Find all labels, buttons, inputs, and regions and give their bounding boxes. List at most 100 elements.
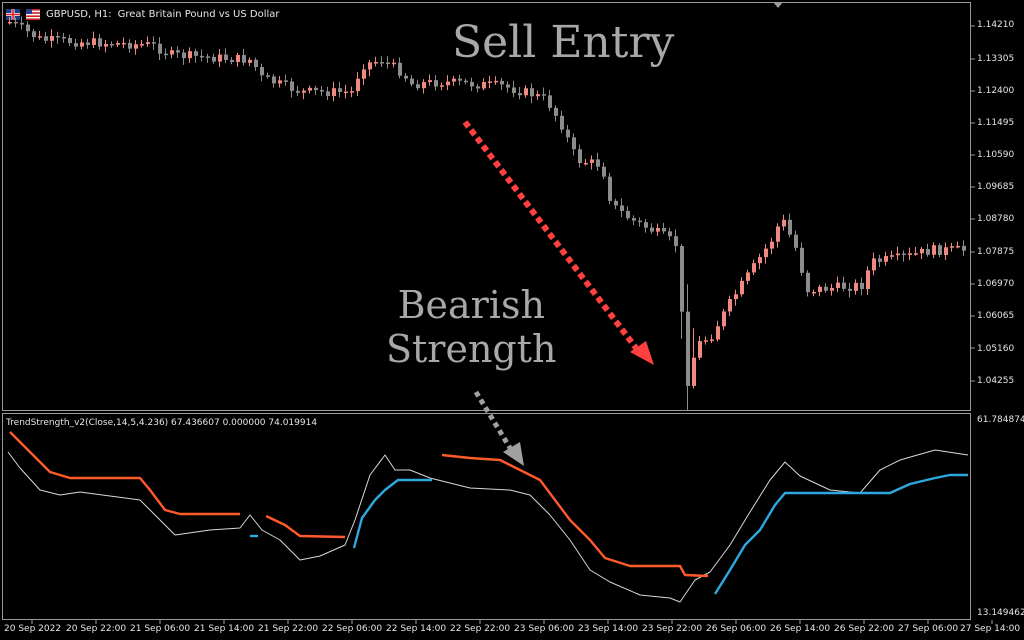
price-label: 1.09685 [977, 182, 1015, 192]
candle-body [446, 81, 450, 86]
candle-body [386, 62, 390, 65]
chart-header: GBPUSD, H1: Great Britain Pound vs US Do… [6, 6, 280, 22]
candle-body [578, 149, 582, 164]
candle-body [464, 80, 468, 83]
candle-body [644, 222, 648, 228]
candle-body [440, 85, 444, 87]
candle-body [764, 248, 768, 258]
candle-body [752, 263, 756, 273]
price-label: 1.12400 [977, 86, 1015, 96]
candle-body [824, 286, 828, 291]
candle-body [218, 54, 222, 62]
candle-body [260, 67, 264, 76]
candle-body [188, 51, 192, 59]
candle-body [374, 62, 378, 64]
candle-body [488, 81, 492, 83]
indicator-panel[interactable] [2, 413, 971, 620]
price-label: 1.08780 [977, 214, 1015, 224]
candle-body [98, 38, 102, 47]
candle-body [536, 94, 540, 97]
time-label: 23 Sep 14:00 [578, 624, 639, 634]
candle-body [182, 52, 186, 59]
bullish-strength-line [713, 473, 968, 595]
candle-body [92, 38, 96, 45]
candle-body [410, 78, 414, 85]
time-label: 22 Sep 14:00 [386, 624, 447, 634]
candle-body [602, 166, 606, 177]
time-label: 20 Sep 22:00 [66, 624, 127, 634]
candle-body [920, 249, 924, 254]
candle-body [350, 91, 354, 93]
indicator-scale-bottom: 13.149462 [977, 608, 1024, 618]
candle-body [872, 258, 876, 271]
candle-body [716, 326, 720, 340]
price-label: 1.10590 [977, 150, 1015, 160]
candle-body [26, 24, 30, 32]
candle-body [314, 87, 318, 91]
candle-body [416, 84, 420, 89]
candle-body [362, 69, 366, 79]
candle-body [176, 50, 180, 53]
candle-body [878, 258, 882, 262]
candle-body [674, 236, 678, 247]
candle-body [254, 59, 258, 68]
candle-body [200, 55, 204, 58]
candle-body [554, 107, 558, 116]
candle-body [146, 42, 150, 45]
candle-body [32, 31, 36, 38]
candle-body [284, 80, 288, 82]
candle-body [14, 21, 18, 24]
candle-body [434, 80, 438, 87]
candle-body [230, 59, 234, 63]
candle-body [272, 76, 276, 84]
bearish-strength-line [265, 514, 346, 539]
candle-body [170, 50, 174, 55]
candle-body [296, 90, 300, 93]
candle-body [338, 88, 342, 92]
flag-us-icon [26, 8, 40, 20]
candle-body [962, 245, 966, 251]
candle-body [428, 80, 432, 83]
candle-body [854, 282, 858, 291]
candle-body [122, 42, 126, 45]
candle-body [152, 42, 156, 44]
candle-body [842, 282, 846, 289]
time-label: 23 Sep 22:00 [642, 624, 703, 634]
candle-body [710, 339, 714, 341]
candle-body [704, 340, 708, 342]
candle-body [758, 257, 762, 264]
candle-body [734, 294, 738, 300]
candle-body [938, 245, 942, 255]
candle-body [806, 272, 810, 293]
candle-body [908, 253, 912, 255]
candle-body [770, 241, 774, 249]
candle-body [722, 311, 726, 327]
candle-body [8, 21, 12, 24]
candle-body [194, 51, 198, 56]
candle-body [542, 94, 546, 96]
candle-body [20, 22, 24, 25]
price-label: 1.14210 [977, 20, 1015, 30]
candle-body [614, 200, 618, 206]
time-label: 27 Sep 14:00 [960, 624, 1021, 634]
candle-body [164, 53, 168, 56]
bearish-strength-line2: Strength [386, 326, 557, 371]
bearish-arrow-shaft [473, 390, 513, 450]
candle-body [932, 245, 936, 255]
candle-body [44, 36, 48, 41]
candle-body [914, 253, 918, 255]
candle-body [452, 78, 456, 82]
candle-body [68, 37, 72, 44]
bearish-strength-line [441, 453, 709, 578]
chart-shift-marker[interactable] [773, 2, 783, 8]
candle-body [794, 234, 798, 248]
candle-body [530, 88, 534, 97]
candle-body [476, 86, 480, 89]
candle-body [278, 80, 282, 84]
candle-body [302, 90, 306, 93]
time-label: 20 Sep 2022 [4, 624, 62, 634]
candle-body [104, 44, 108, 47]
candle-body [956, 245, 960, 248]
candle-body [56, 36, 60, 38]
